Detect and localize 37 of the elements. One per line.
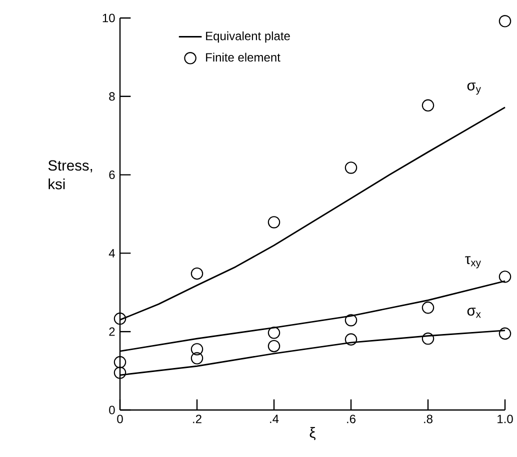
- point: [422, 302, 434, 314]
- point: [344, 162, 358, 174]
- x-axis-title: ξ: [310, 427, 316, 440]
- y-tick-label: 2: [109, 327, 115, 336]
- y-tick-label: 6: [109, 170, 115, 180]
- point: [498, 270, 512, 283]
- point: [114, 312, 126, 325]
- annotation: τ$_{xy}$: [465, 256, 481, 268]
- point: [422, 332, 434, 345]
- y-axis-title: Stress, ksi: [48, 160, 92, 190]
- point: [114, 356, 126, 368]
- legend-label: Equivalent plate: [206, 31, 290, 43]
- annotation: σ$_{y}$: [467, 82, 481, 95]
- y-tick-label: 10: [102, 14, 115, 22]
- y-tick-label: 0: [109, 406, 115, 414]
- point: [268, 216, 280, 228]
- point: [498, 327, 512, 340]
- x-tick-label: .4: [270, 414, 279, 423]
- point: [190, 343, 204, 356]
- point: [268, 340, 280, 352]
- x-tick-label: .2: [193, 414, 202, 424]
- point: [422, 99, 434, 112]
- point: [498, 14, 512, 28]
- x-tick-label: .6: [347, 414, 356, 424]
- legend-label: Finite element: [206, 52, 280, 62]
- y-tick-label: 4: [108, 249, 115, 258]
- annotation: σ$_{x}$: [467, 308, 481, 318]
- point: [344, 314, 358, 326]
- point: [344, 333, 358, 346]
- point: [114, 366, 126, 379]
- x-tick-label: 0: [117, 414, 123, 424]
- point: [190, 267, 204, 280]
- x-tick-label: 1.0: [498, 414, 513, 424]
- y-tick-label: 8: [109, 92, 115, 101]
- x-tick-label: .8: [424, 414, 432, 424]
- point: [190, 352, 204, 364]
- point: [268, 326, 280, 339]
